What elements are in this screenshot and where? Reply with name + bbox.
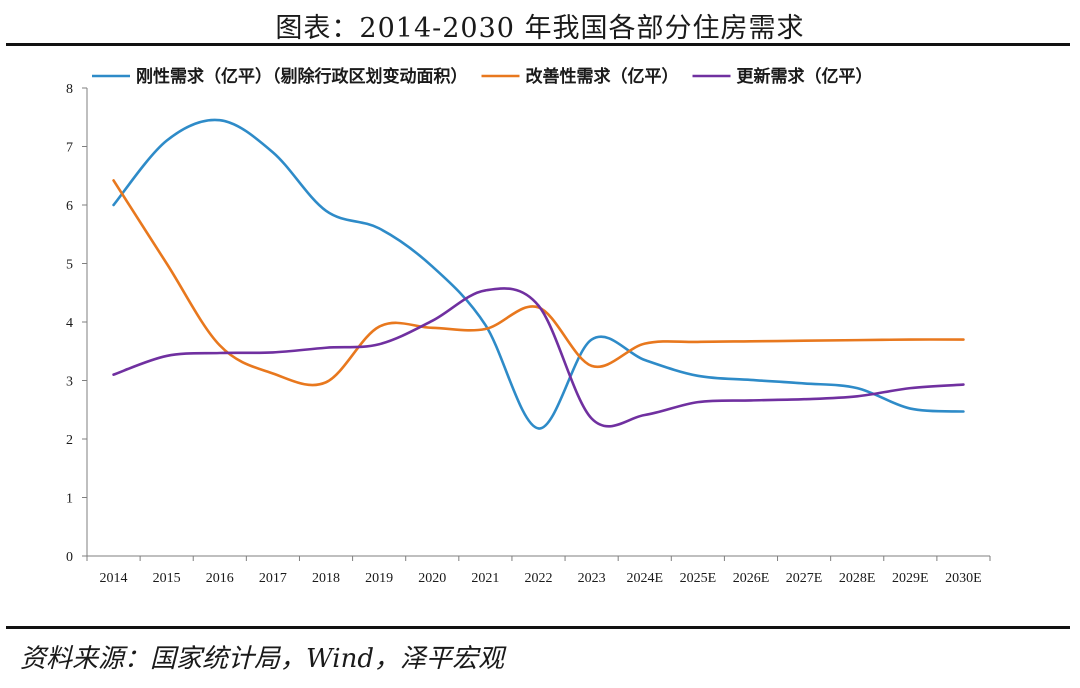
x-tick-label: 2023 [578,571,606,586]
series-layer [112,118,965,430]
source-divider [6,626,1070,629]
y-tick-label: 6 [66,199,73,214]
legend-label-2: 改善性需求（亿平） [526,66,679,87]
x-tick-label: 2016 [206,571,234,586]
source-note: 资料来源：国家统计局，Wind，泽平宏观 [20,644,504,674]
y-tick-label: 3 [66,375,73,390]
x-tick-label: 2020 [418,571,446,586]
series-line-1 [112,118,965,430]
x-tick-label: 2027E [786,571,823,586]
chart-axes: 0 1 2 3 4 5 6 7 8 2014 2015 2016 2017 2018 2019 2020 202… [66,82,991,586]
chart-title: 图表：2014-2030 年我国各部分住房需求 [275,13,805,44]
x-tick-label: 2025E [680,571,717,586]
x-tick-label: 2029E [892,571,929,586]
legend-label-3: 更新需求（亿平） [737,66,873,87]
y-tick-label: 8 [66,82,73,97]
title-divider [6,43,1070,46]
x-tick-label: 2028E [839,571,876,586]
legend-label-1: 刚性需求（亿平）（剔除行政区划变动面积） [136,66,468,87]
series-line-3 [112,287,965,428]
x-tick-label: 2030E [945,571,982,586]
y-tick-label: 4 [66,316,73,331]
y-tick-label: 7 [66,141,73,156]
x-tick-label: 2014 [100,571,128,586]
chart-legend: 刚性需求（亿平）（剔除行政区划变动面积） 改善性需求（亿平） 更新需求（亿平） [92,66,873,87]
y-tick-label: 0 [66,550,73,565]
y-tick-label: 5 [66,258,73,273]
x-tick-label: 2015 [153,571,181,586]
x-tick-label: 2026E [733,571,770,586]
x-tick-label: 2022 [525,571,553,586]
x-tick-label: 2018 [312,571,340,586]
series-line-2 [112,179,965,387]
x-tick-label: 2019 [365,571,393,586]
y-tick-label: 1 [66,492,73,507]
x-tick-label: 2024E [626,571,663,586]
y-tick-label: 2 [66,433,73,448]
x-tick-label: 2017 [259,571,287,586]
x-tick-label: 2021 [471,571,499,586]
